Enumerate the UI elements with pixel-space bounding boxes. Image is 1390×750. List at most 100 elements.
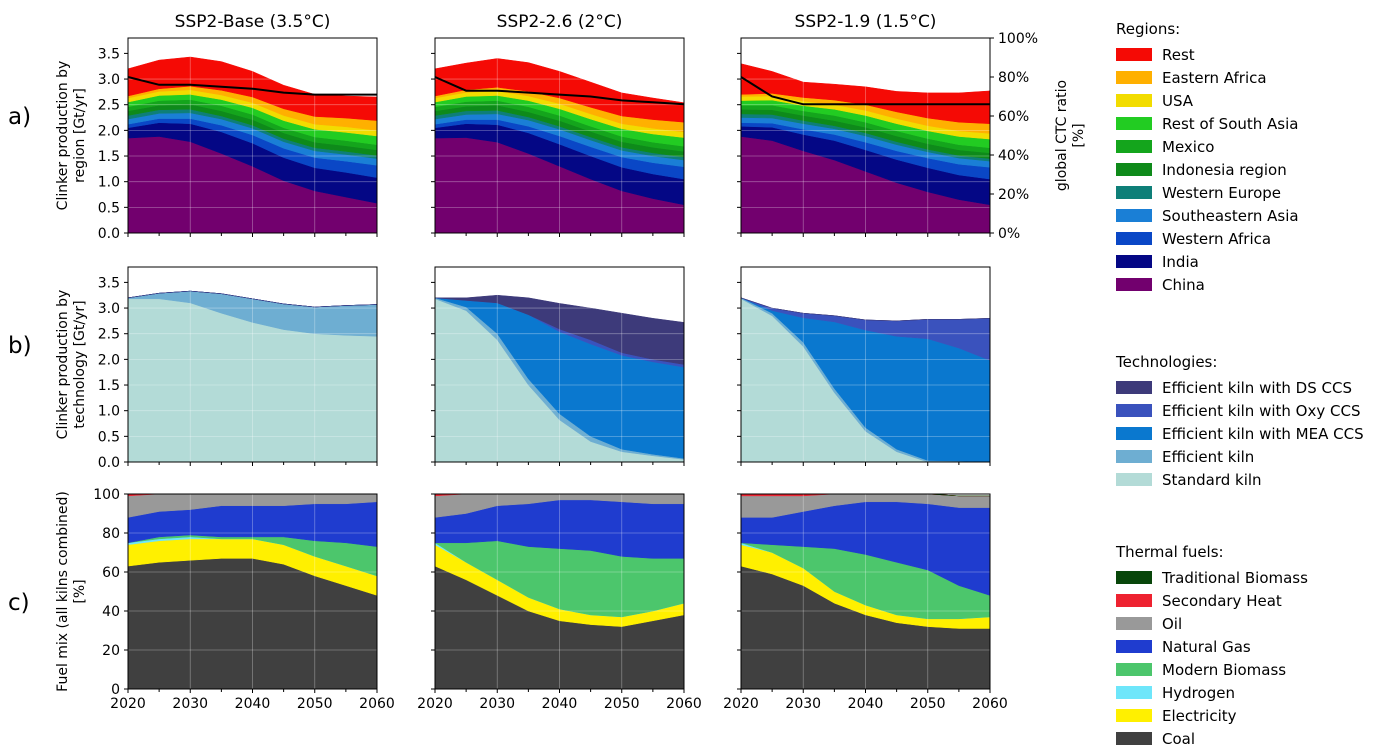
legend-item: Traditional Biomass	[1116, 566, 1386, 589]
legend-technologies: Technologies: Efficient kiln with DS CCS…	[1116, 353, 1386, 503]
legend-item: Electricity	[1116, 704, 1386, 727]
y-tick-label: 40	[102, 604, 120, 620]
x-tick-label: 2050	[604, 696, 640, 712]
legend-swatch	[1116, 663, 1152, 676]
legend-item: Rest of South Asia	[1116, 112, 1386, 135]
y-tick-label: 1.5	[98, 149, 120, 165]
legend-label: Electricity	[1162, 706, 1237, 725]
chart-panel-a-3: 0% 20% 40% 60% 80% 100%	[737, 31, 1038, 242]
x-tick-label: 2020	[110, 696, 146, 712]
legend-label: China	[1162, 275, 1205, 294]
y-tick-label: 0.5	[98, 200, 120, 216]
legend-item: Coal	[1116, 727, 1386, 750]
chart-panel-c-3: 2020 2030 2040 2050 2060	[723, 493, 1008, 712]
legend-label: India	[1162, 252, 1199, 271]
legend-item: India	[1116, 250, 1386, 273]
legend-swatch	[1116, 404, 1152, 417]
legend-item: Modern Biomass	[1116, 658, 1386, 681]
legend-label: Western Europe	[1162, 183, 1282, 202]
row-ylabel-line: [%]	[72, 579, 88, 603]
y-tick-label: 3.0	[98, 72, 120, 88]
legend-item: Secondary Heat	[1116, 589, 1386, 612]
chart-panel-a-2	[431, 37, 685, 237]
chart-panel-b-2	[431, 266, 685, 466]
legend-swatch	[1116, 450, 1152, 463]
legend-item: Eastern Africa	[1116, 66, 1386, 89]
x-tick-label: 2020	[723, 696, 759, 712]
ctc-ratio-line	[434, 76, 685, 106]
column-title: SSP2-2.6 (2°C)	[497, 12, 623, 32]
legend-item: Efficient kiln with DS CCS	[1116, 376, 1386, 399]
column-title: SSP2-Base (3.5°C)	[175, 12, 331, 32]
legend-swatch	[1116, 617, 1152, 630]
legend-swatch	[1116, 140, 1152, 153]
y-tick-label: 80	[102, 526, 120, 542]
x-tick-label: 2050	[910, 696, 946, 712]
y2-tick-label: 40%	[998, 148, 1029, 164]
legend-item: USA	[1116, 89, 1386, 112]
row-letter: c)	[8, 590, 30, 616]
legend-technologies-title: Technologies:	[1116, 353, 1218, 371]
y2-tick-label: 80%	[998, 70, 1029, 86]
y-tick-label: 1.0	[98, 404, 120, 420]
y-tick-label: 1.5	[98, 378, 120, 394]
legend-swatch	[1116, 640, 1152, 653]
legend-fuels: Thermal fuels: Traditional Biomass Second…	[1116, 543, 1386, 750]
legend-swatch	[1116, 94, 1152, 107]
y-tick-label: 100	[93, 487, 120, 503]
x-tick-label: 2060	[359, 696, 395, 712]
x-tick-label: 2040	[848, 696, 884, 712]
legend-swatch	[1116, 163, 1152, 176]
row-ylabel: Clinker production byregion [Gt/yr]	[55, 61, 88, 211]
legend-label: Mexico	[1162, 137, 1215, 156]
y2-tick-label: 100%	[998, 31, 1038, 47]
x-tick-label: 2030	[172, 696, 208, 712]
row-ylabel-line: Clinker production by	[55, 290, 71, 440]
legend-swatch	[1116, 209, 1152, 222]
y-tick-label: 1.0	[98, 175, 120, 191]
legend-label: Secondary Heat	[1162, 591, 1282, 610]
y-tick-label: 2.0	[98, 123, 120, 139]
legend-item: Rest	[1116, 43, 1386, 66]
x-tick-label: 2020	[417, 696, 453, 712]
legend-swatch	[1116, 186, 1152, 199]
legend-swatch	[1116, 117, 1152, 130]
legend-item: Hydrogen	[1116, 681, 1386, 704]
legend-label: Efficient kiln	[1162, 447, 1255, 466]
y2-tick-label: 0%	[998, 226, 1020, 242]
y-tick-label: 3.5	[98, 275, 120, 291]
y-tick-label: 2.5	[98, 327, 120, 343]
right-axis-label: global CTC ratio[%]	[1054, 80, 1087, 191]
legend-fuels-title: Thermal fuels:	[1116, 543, 1224, 561]
legend-label: Oil	[1162, 614, 1183, 633]
x-tick-label: 2050	[297, 696, 333, 712]
row-ylabel-line: technology [Gt/yr]	[72, 300, 88, 428]
legend-item: Efficient kiln with Oxy CCS	[1116, 399, 1386, 422]
legend-item: Mexico	[1116, 135, 1386, 158]
y-tick-label: 2.5	[98, 98, 120, 114]
legend-label: Efficient kiln with DS CCS	[1162, 378, 1352, 397]
legend-item: Standard kiln	[1116, 468, 1386, 491]
legend-label: Southeastern Asia	[1162, 206, 1299, 225]
x-tick-label: 2030	[785, 696, 821, 712]
legend-label: Rest of South Asia	[1162, 114, 1299, 133]
legend-item: Efficient kiln	[1116, 445, 1386, 468]
y-tick-label: 0	[111, 682, 120, 698]
legend-item: Southeastern Asia	[1116, 204, 1386, 227]
legend-swatch	[1116, 427, 1152, 440]
right-axis-label-line: [%]	[1071, 123, 1087, 147]
legend-label: Coal	[1162, 729, 1196, 748]
legend-swatch	[1116, 473, 1152, 486]
legend-item: Western Europe	[1116, 181, 1386, 204]
column-title: SSP2-1.9 (1.5°C)	[795, 12, 937, 32]
legend-label: Rest	[1162, 45, 1195, 64]
legend-label: Standard kiln	[1162, 470, 1262, 489]
legend-label: Efficient kiln with MEA CCS	[1162, 424, 1364, 443]
legend-label: Modern Biomass	[1162, 660, 1287, 679]
legend-regions: Regions: Rest Eastern Africa USA Rest of So…	[1116, 20, 1386, 310]
figure: 0.0 0.5 1.0 1.5 2.0 2.5 3.0 3.5 0% 20% 40% 60% 80% 10…	[8, 12, 1087, 712]
y-tick-label: 60	[102, 565, 120, 581]
y-tick-label: 0.0	[98, 455, 120, 471]
y2-tick-label: 60%	[998, 109, 1029, 125]
legend-label: Traditional Biomass	[1162, 568, 1308, 587]
